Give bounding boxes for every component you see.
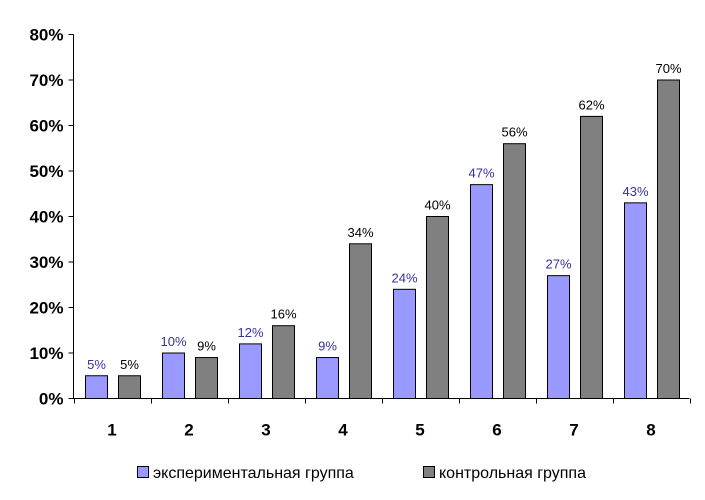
- experimental-bar: [393, 288, 416, 399]
- experimental-bar: [547, 275, 570, 399]
- control-data-label: 70%: [655, 61, 681, 76]
- y-tick-label: 60%: [29, 117, 63, 136]
- y-tick-label: 0%: [39, 390, 64, 409]
- control-data-label: 34%: [347, 225, 373, 240]
- x-tick-label: 5: [415, 421, 424, 440]
- legend-swatch-experimental: [137, 466, 149, 478]
- y-tick-label: 20%: [29, 299, 63, 318]
- legend-swatch-control: [423, 466, 435, 478]
- y-tick-label: 10%: [29, 344, 63, 363]
- x-tick-label: 3: [261, 421, 270, 440]
- y-tick-label: 30%: [29, 253, 63, 272]
- control-bar: [195, 357, 218, 399]
- x-tick-label: 8: [646, 421, 655, 440]
- experimental-bar: [85, 375, 108, 399]
- legend-label-experimental: экспериментальная группа: [153, 465, 354, 482]
- experimental-data-label: 10%: [160, 334, 186, 349]
- control-bar: [503, 143, 526, 399]
- y-tick-label: 50%: [29, 162, 63, 181]
- control-bar: [118, 375, 141, 399]
- control-bar: [657, 79, 680, 399]
- experimental-data-label: 27%: [545, 257, 571, 272]
- control-data-label: 9%: [197, 339, 216, 354]
- control-bar: [272, 325, 295, 400]
- control-bar: [349, 243, 372, 399]
- experimental-data-label: 9%: [318, 339, 337, 354]
- control-data-label: 62%: [578, 97, 604, 112]
- x-tick-label: 6: [492, 421, 501, 440]
- x-tick-label: 2: [184, 421, 193, 440]
- experimental-bar: [624, 202, 647, 399]
- experimental-data-label: 12%: [237, 325, 263, 340]
- experimental-data-label: 47%: [468, 166, 494, 181]
- x-tick-label: 4: [338, 421, 348, 440]
- experimental-data-label: 43%: [622, 184, 648, 199]
- experimental-bar: [239, 343, 262, 399]
- x-tick-label: 7: [569, 421, 578, 440]
- y-tick-label: 40%: [29, 208, 63, 227]
- control-data-label: 56%: [501, 125, 527, 140]
- control-data-label: 40%: [424, 198, 450, 213]
- control-data-label: 5%: [120, 357, 139, 372]
- y-tick-label: 70%: [29, 71, 63, 90]
- y-tick-label: 80%: [29, 26, 63, 45]
- experimental-bar: [470, 184, 493, 399]
- experimental-bar: [316, 357, 339, 399]
- legend-label-control: контрольная группа: [439, 465, 586, 482]
- experimental-data-label: 5%: [87, 357, 106, 372]
- x-tick-label: 1: [107, 421, 116, 440]
- experimental-data-label: 24%: [391, 270, 417, 285]
- experimental-bar: [162, 352, 185, 399]
- control-bar: [426, 216, 449, 399]
- control-bar: [580, 115, 603, 400]
- control-data-label: 16%: [270, 307, 296, 322]
